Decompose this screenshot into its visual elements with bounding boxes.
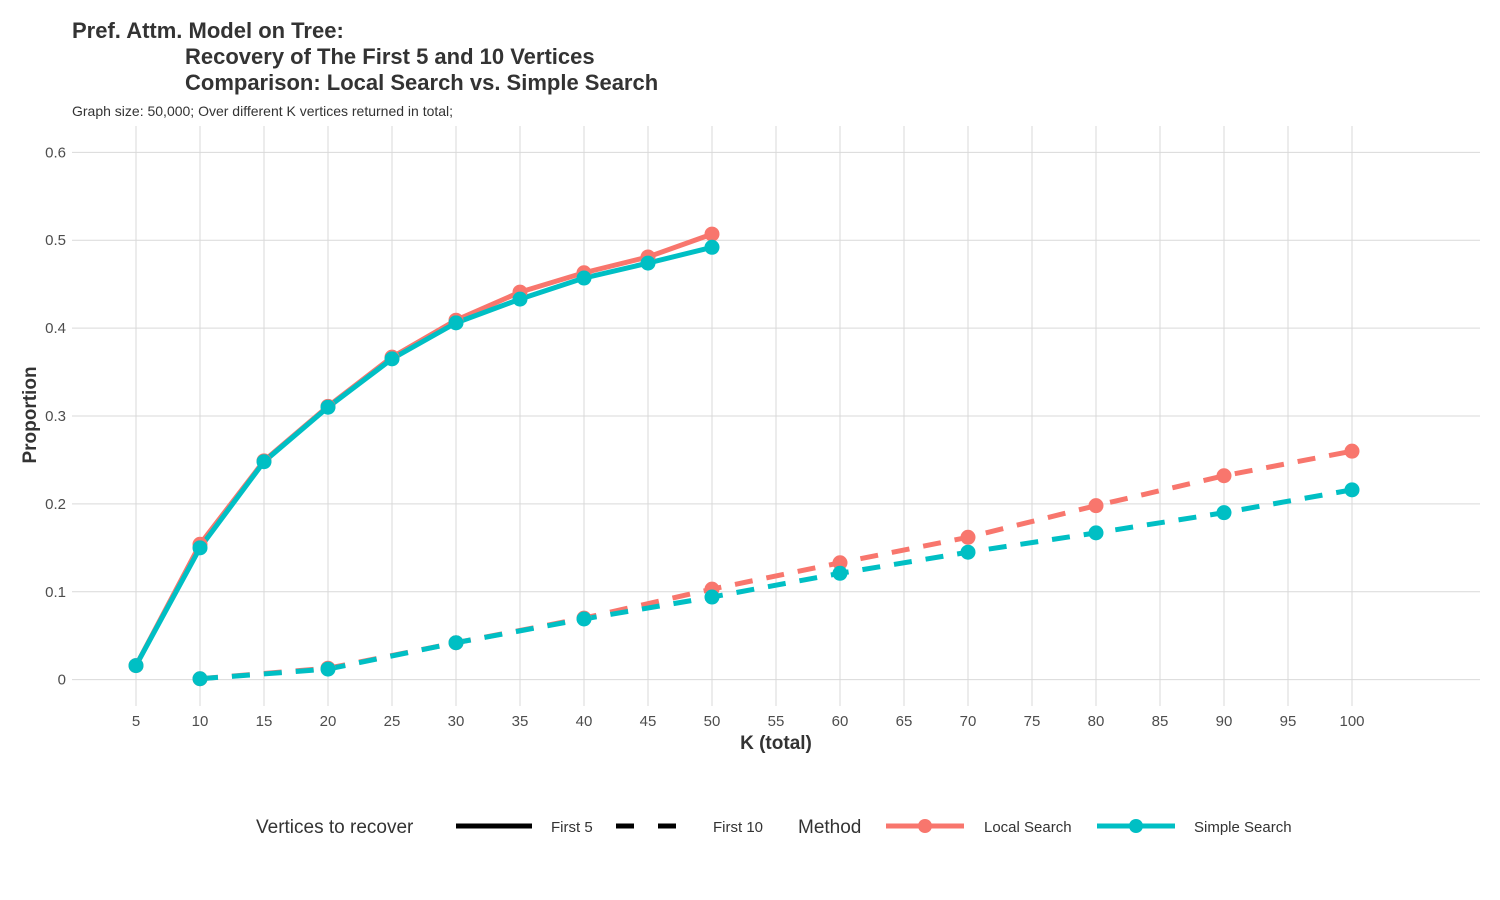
data-point-local-search-first-10 [832,555,848,571]
data-point-simple-search-first-5 [256,454,272,470]
x-tick-label: 35 [512,713,529,730]
y-tick-label: 0.2 [45,496,66,513]
data-point-local-search-first-10 [1216,468,1232,484]
data-point-local-search-first-10 [960,529,976,545]
x-tick-label: 5 [132,713,140,730]
y-axis-tick-labels: 0 0.1 0.2 0.3 0.4 0.5 0.6 [45,144,66,688]
legend-label-local-search: Local Search [984,819,1072,836]
data-point-simple-search-first-10 [1216,505,1232,521]
title-line-3: Comparison: Local Search vs. Simple Sear… [185,70,658,95]
x-tick-label: 55 [768,713,785,730]
x-tick-label: 40 [576,713,593,730]
x-tick-label: 85 [1152,713,1169,730]
data-point-simple-search-first-5 [448,315,464,331]
y-axis-title: Proportion [20,366,41,463]
data-point-local-search-first-5 [704,226,720,242]
data-point-simple-search-first-10 [704,589,720,605]
chart-subtitle: Graph size: 50,000; Over different K ver… [72,103,453,119]
x-tick-label: 70 [960,713,977,730]
series-line-simple-search-first-5 [133,244,713,667]
y-tick-label: 0 [58,672,66,689]
y-tick-label: 0.6 [45,144,66,161]
legend-key-local-search-point [918,819,932,833]
data-point-local-search-first-10 [1344,443,1360,459]
series-line-local-search-first-5 [133,231,713,667]
legend-label-first10: First 10 [713,819,763,836]
legend-label-simple-search: Simple Search [1194,819,1292,836]
data-point-simple-search-first-5 [320,399,336,415]
x-axis-title: K (total) [740,733,812,754]
legend-title-method: Method [798,817,861,838]
x-tick-label: 90 [1216,713,1233,730]
data-point-simple-search-first-5 [512,291,528,307]
gridlines [72,126,1480,706]
x-tick-label: 45 [640,713,657,730]
data-point-simple-search-first-5 [640,255,656,271]
series-lines [133,231,1353,682]
data-point-simple-search-first-5 [704,239,720,255]
data-point-simple-search-first-10 [576,611,592,627]
data-points [128,226,1360,687]
x-axis-tick-labels: 5 10 15 20 25 30 35 40 45 50 55 60 65 70 75 80 85 90 95 100 [132,713,1365,730]
title-line-2: Recovery of The First 5 and 10 Vertices [185,44,595,69]
data-point-simple-search-first-5 [576,270,592,286]
x-tick-label: 30 [448,713,465,730]
legend: Vertices to recover First 5 First 10 Met… [256,817,1292,838]
x-tick-label: 20 [320,713,337,730]
x-tick-label: 95 [1280,713,1297,730]
data-point-simple-search-first-10 [448,635,464,651]
x-tick-label: 50 [704,713,721,730]
data-point-simple-search-first-10 [320,661,336,677]
x-tick-label: 15 [256,713,273,730]
y-tick-label: 0.4 [45,320,66,337]
data-point-local-search-first-10 [1088,498,1104,514]
x-tick-label: 75 [1024,713,1041,730]
x-tick-label: 80 [1088,713,1105,730]
title-line-1: Pref. Attm. Model on Tree: [72,18,344,43]
legend-key-simple-search-point [1129,819,1143,833]
data-point-simple-search-first-5 [192,540,208,556]
x-tick-label: 25 [384,713,401,730]
series-line-simple-search-first-10 [199,487,1353,682]
data-point-simple-search-first-10 [1344,482,1360,498]
x-tick-label: 100 [1339,713,1364,730]
data-point-simple-search-first-5 [384,351,400,367]
data-point-simple-search-first-5 [128,658,144,674]
y-tick-label: 0.3 [45,408,66,425]
data-point-simple-search-first-10 [960,544,976,560]
data-point-simple-search-first-10 [192,671,208,687]
data-point-simple-search-first-10 [1088,525,1104,541]
data-point-simple-search-first-10 [832,565,848,581]
x-tick-label: 60 [832,713,849,730]
y-tick-label: 0.1 [45,584,66,601]
y-tick-label: 0.5 [45,232,66,249]
chart-title: Pref. Attm. Model on Tree: Recovery of T… [72,18,658,95]
legend-label-first5: First 5 [551,819,593,836]
legend-title-vertices: Vertices to recover [256,817,414,838]
x-tick-label: 65 [896,713,913,730]
x-tick-label: 10 [192,713,209,730]
